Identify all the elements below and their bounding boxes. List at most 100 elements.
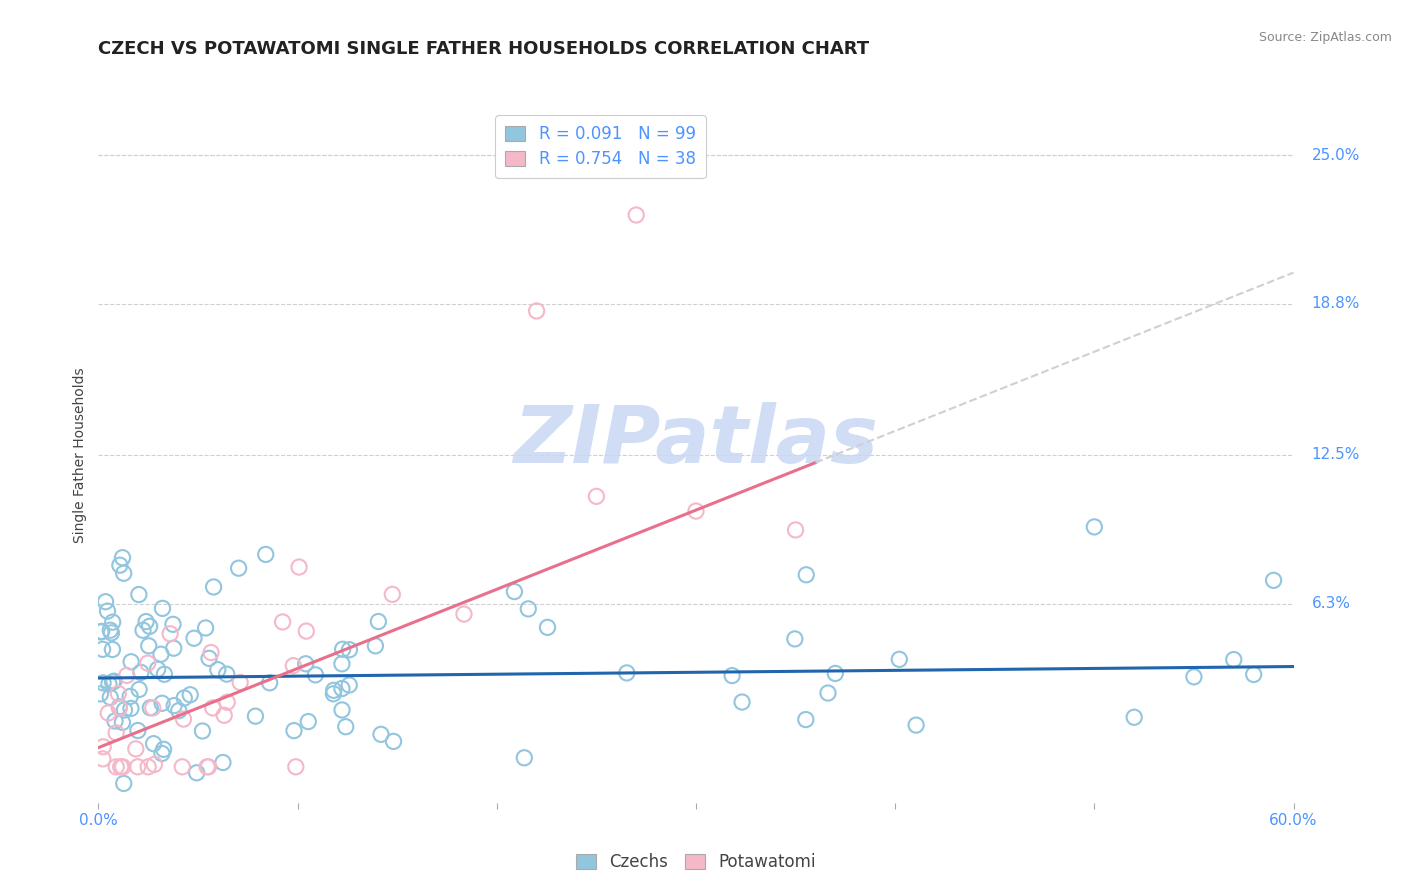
Point (194, 621, 217, 635)
Point (721, 668, 744, 682)
Point (513, 751, 536, 765)
Text: ZIPatlas: ZIPatlas (513, 402, 879, 480)
Point (94, 595, 117, 609)
Point (97, 677, 120, 691)
Text: 6.3%: 6.3% (1312, 596, 1350, 611)
Point (295, 624, 318, 639)
Point (254, 548, 277, 562)
Point (330, 703, 353, 717)
Point (283, 723, 305, 738)
Point (90, 624, 112, 639)
Point (503, 584, 526, 599)
Point (138, 619, 160, 633)
Point (370, 727, 392, 741)
Point (245, 709, 267, 723)
Point (112, 776, 135, 790)
Point (101, 642, 124, 657)
Point (1222, 652, 1246, 666)
Point (150, 696, 173, 710)
Point (339, 642, 361, 657)
Point (228, 561, 250, 575)
Point (304, 668, 326, 682)
Point (183, 631, 205, 645)
Point (142, 701, 165, 715)
Point (115, 668, 138, 682)
Point (152, 742, 174, 756)
Point (229, 675, 252, 690)
Point (191, 724, 214, 739)
Point (330, 681, 353, 696)
Point (294, 657, 316, 671)
Point (785, 523, 807, 537)
Point (107, 686, 129, 700)
Point (142, 737, 165, 751)
Point (201, 701, 224, 715)
Point (153, 667, 176, 681)
Point (108, 558, 131, 573)
Point (127, 723, 149, 738)
Point (128, 588, 150, 602)
Point (120, 701, 142, 715)
Point (817, 686, 839, 700)
Point (167, 704, 190, 718)
Point (136, 760, 159, 774)
Point (783, 632, 806, 646)
Text: 12.5%: 12.5% (1312, 448, 1360, 462)
Point (297, 714, 319, 729)
Point (112, 566, 135, 581)
Point (889, 652, 911, 666)
Point (685, 504, 707, 518)
Point (172, 760, 194, 774)
Point (526, 304, 548, 318)
Point (283, 658, 305, 673)
Point (127, 760, 149, 774)
Point (105, 726, 128, 740)
Point (108, 701, 131, 715)
Point (91, 676, 114, 690)
Point (330, 657, 353, 671)
Point (98, 690, 121, 705)
Point (1182, 670, 1205, 684)
Point (624, 208, 647, 222)
Point (108, 699, 131, 714)
Point (91, 642, 114, 657)
Point (731, 695, 754, 709)
Y-axis label: Single Father Households: Single Father Households (73, 368, 87, 542)
Point (1083, 520, 1105, 534)
Point (143, 757, 166, 772)
Point (91, 739, 114, 754)
Point (335, 720, 357, 734)
Point (101, 675, 124, 690)
Point (111, 715, 134, 730)
Point (271, 615, 294, 629)
Point (91, 752, 114, 766)
Point (152, 601, 174, 615)
Point (105, 760, 128, 774)
Point (337, 678, 360, 692)
Point (322, 687, 344, 701)
Point (162, 617, 184, 632)
Point (905, 718, 928, 732)
Point (259, 675, 281, 690)
Point (128, 682, 150, 697)
Point (132, 624, 155, 638)
Point (104, 714, 127, 728)
Point (284, 760, 307, 774)
Text: 25.0%: 25.0% (1312, 147, 1360, 162)
Point (364, 639, 387, 653)
Point (212, 756, 235, 770)
Point (173, 691, 195, 706)
Point (150, 647, 173, 661)
Point (197, 760, 219, 774)
Point (212, 708, 235, 723)
Point (536, 620, 558, 634)
Point (381, 587, 404, 601)
Text: Source: ZipAtlas.com: Source: ZipAtlas.com (1258, 31, 1392, 45)
Legend: Czechs, Potawatomi: Czechs, Potawatomi (569, 847, 823, 878)
Point (90, 624, 112, 639)
Point (103, 674, 125, 689)
Point (1263, 574, 1285, 588)
Point (288, 560, 311, 574)
Text: CZECH VS POTAWATOMI SINGLE FATHER HOUSEHOLDS CORRELATION CHART: CZECH VS POTAWATOMI SINGLE FATHER HOUSEH… (98, 40, 869, 58)
Point (198, 651, 221, 665)
